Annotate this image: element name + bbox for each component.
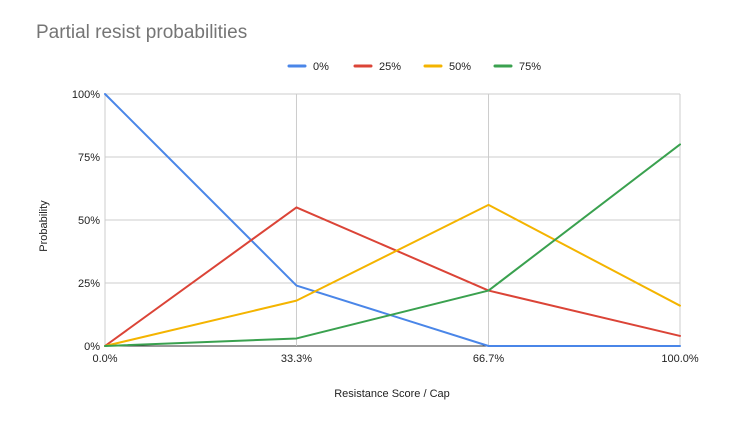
x-axis-label: Resistance Score / Cap [334, 388, 450, 400]
y-tick-label: 25% [78, 278, 100, 290]
y-tick-label: 75% [78, 152, 100, 164]
x-tick-label: 0.0% [92, 353, 117, 365]
y-axis-ticks: 0% 25% 50% 75% 100% [72, 89, 100, 353]
series-line-0 [104, 93, 681, 347]
legend-label: 50% [449, 61, 471, 73]
chart-title: Partial resist probabilities [36, 22, 247, 43]
x-axis-ticks: 0.0% 33.3% 66.7% 100.0% [92, 353, 698, 365]
legend-label: 25% [379, 61, 401, 73]
x-tick-label: 33.3% [281, 353, 312, 365]
legend: 0% 25% 50% 75% [287, 61, 541, 73]
y-axis-label: Probability [38, 200, 50, 252]
series-line-2 [104, 203, 681, 347]
series-line-1 [104, 206, 681, 347]
legend-label: 75% [519, 61, 541, 73]
x-tick-label: 100.0% [661, 353, 699, 365]
y-tick-label: 100% [72, 89, 100, 101]
series-line-3 [104, 143, 681, 347]
legend-label: 0% [313, 61, 329, 73]
y-tick-label: 0% [84, 341, 100, 353]
gridlines [104, 93, 681, 347]
x-tick-label: 66.7% [473, 353, 504, 365]
y-tick-label: 50% [78, 215, 100, 227]
series-lines [104, 93, 681, 347]
